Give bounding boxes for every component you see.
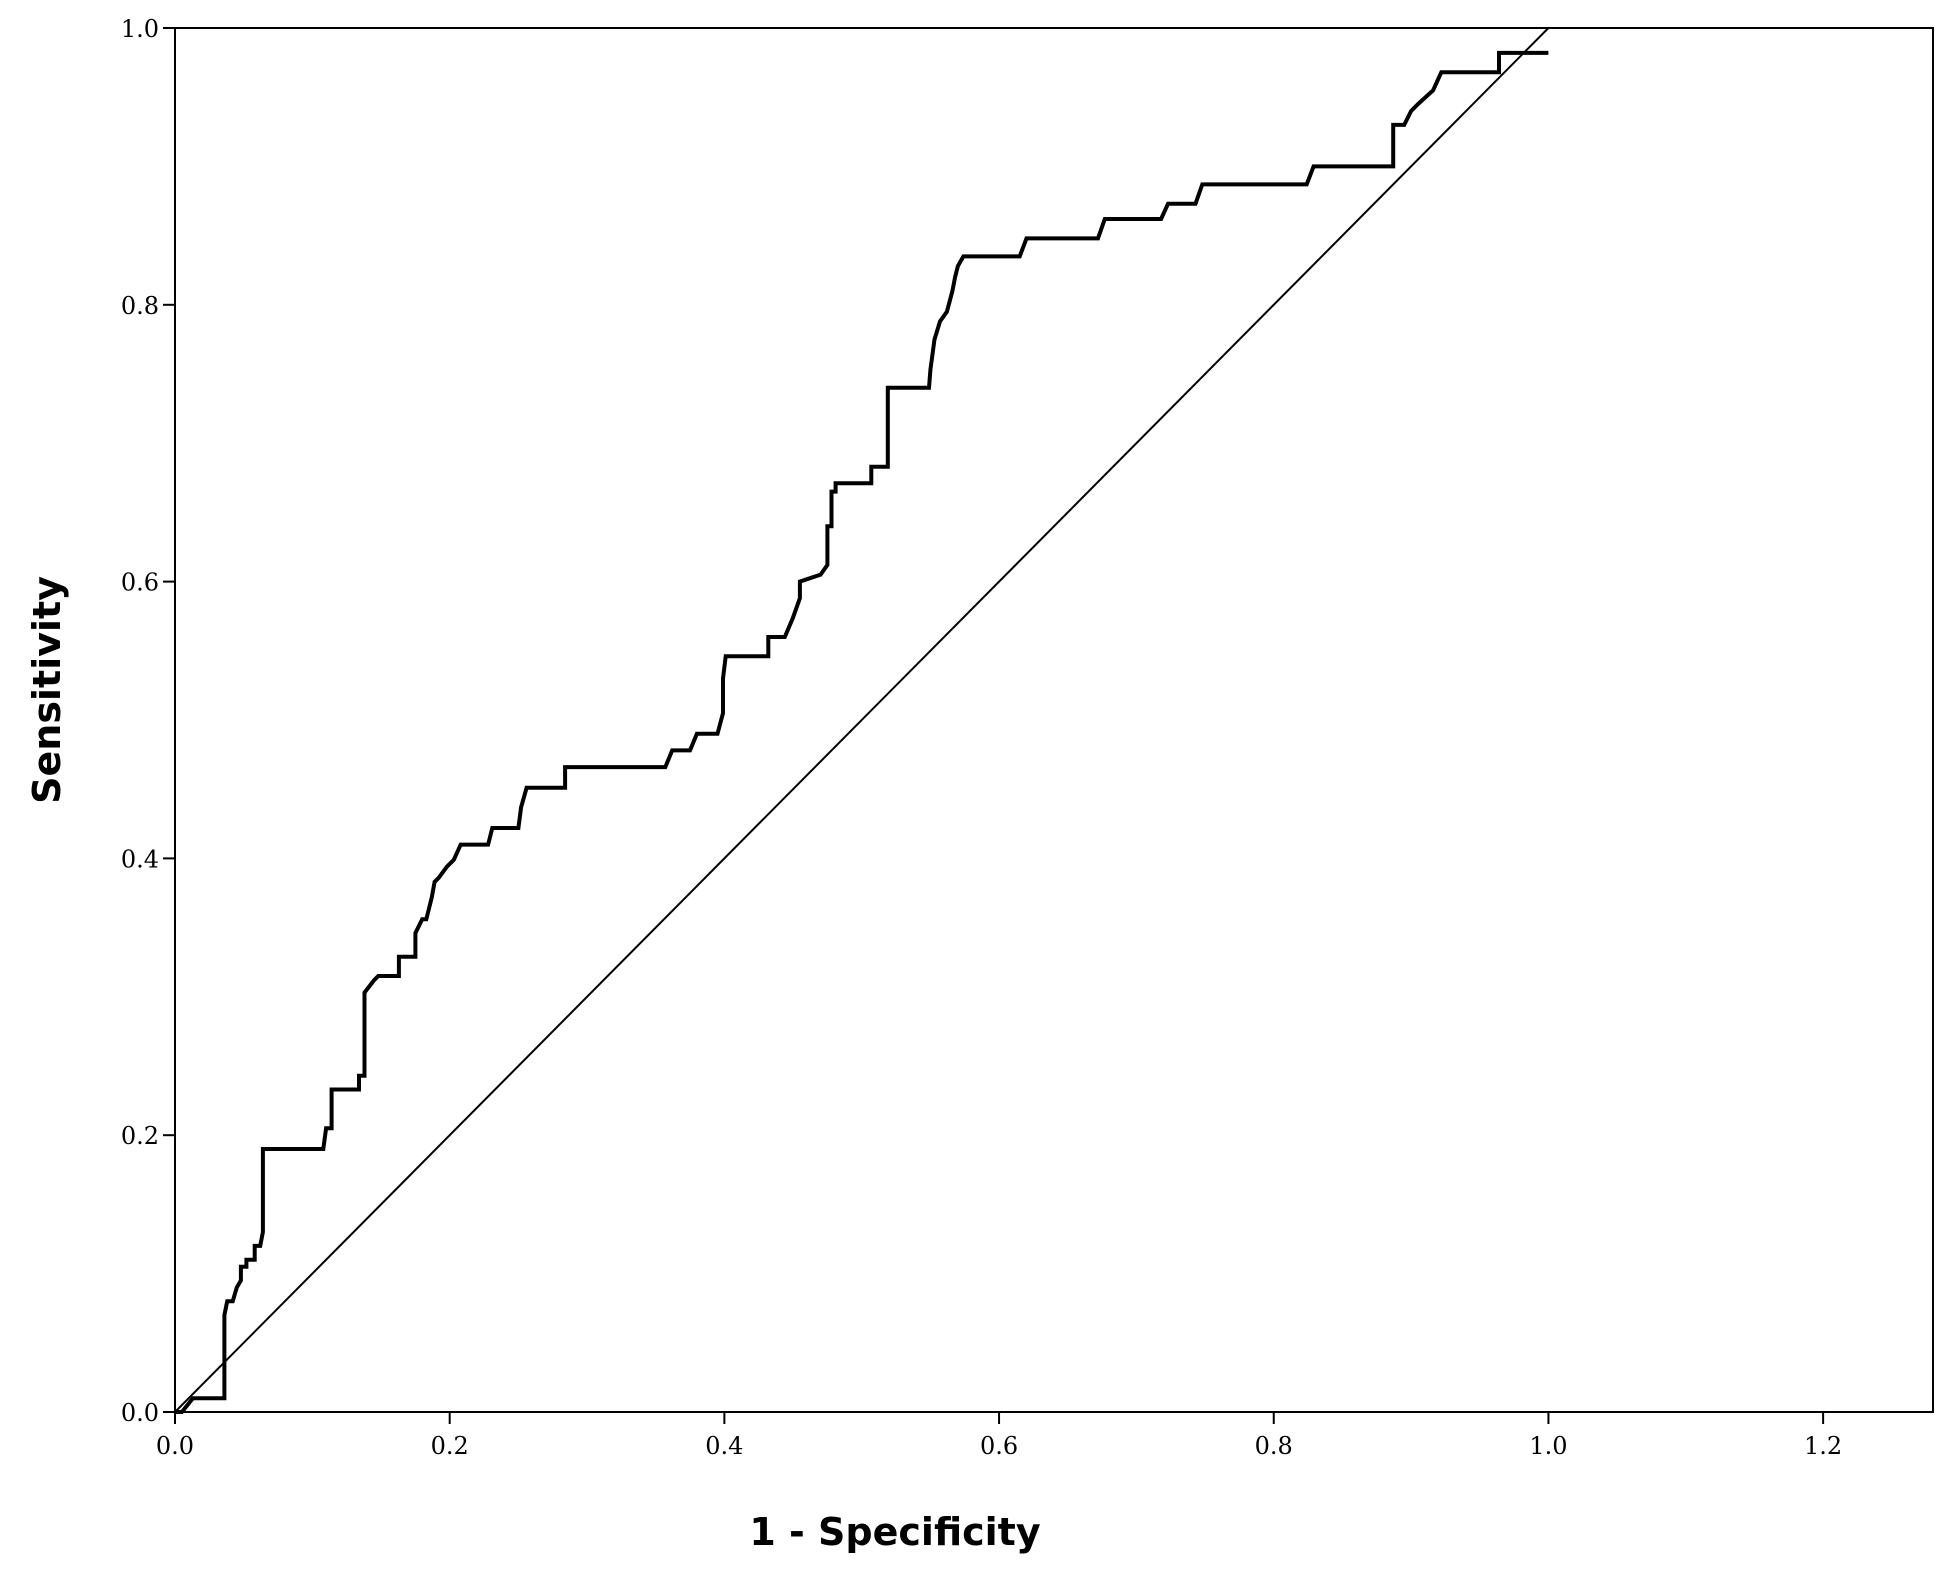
y-tick-label: 0.8 (121, 292, 159, 320)
x-tick-label: 1.0 (1529, 1432, 1567, 1460)
x-axis-title: 1 - Specificity (749, 1510, 1040, 1554)
plot-frame (174, 27, 1934, 1413)
y-tick-label: 0.6 (121, 569, 159, 597)
roc-curve-line (175, 50, 1549, 1414)
x-tick-label: 0.4 (705, 1432, 743, 1460)
reference-diagonal-line (174, 27, 1550, 1413)
y-tick-label: 1.0 (121, 15, 159, 43)
x-tick-label: 0.2 (431, 1432, 469, 1460)
x-axis: 0.0 0.2 0.4 0.6 0.8 1.0 1.2 (156, 1412, 1842, 1460)
x-tick-label: 0.6 (980, 1432, 1018, 1460)
y-tick-label: 0.4 (121, 845, 159, 873)
y-axis: 0.0 0.2 0.4 0.6 0.8 1.0 (121, 15, 175, 1427)
y-tick-label: 0.2 (121, 1122, 159, 1150)
x-tick-label: 1.2 (1804, 1432, 1842, 1460)
x-tick-label: 0.8 (1255, 1432, 1293, 1460)
y-axis-title: Sensitivity (25, 576, 69, 804)
x-tick-label: 0.0 (156, 1432, 194, 1460)
y-tick-label: 0.0 (121, 1399, 159, 1427)
